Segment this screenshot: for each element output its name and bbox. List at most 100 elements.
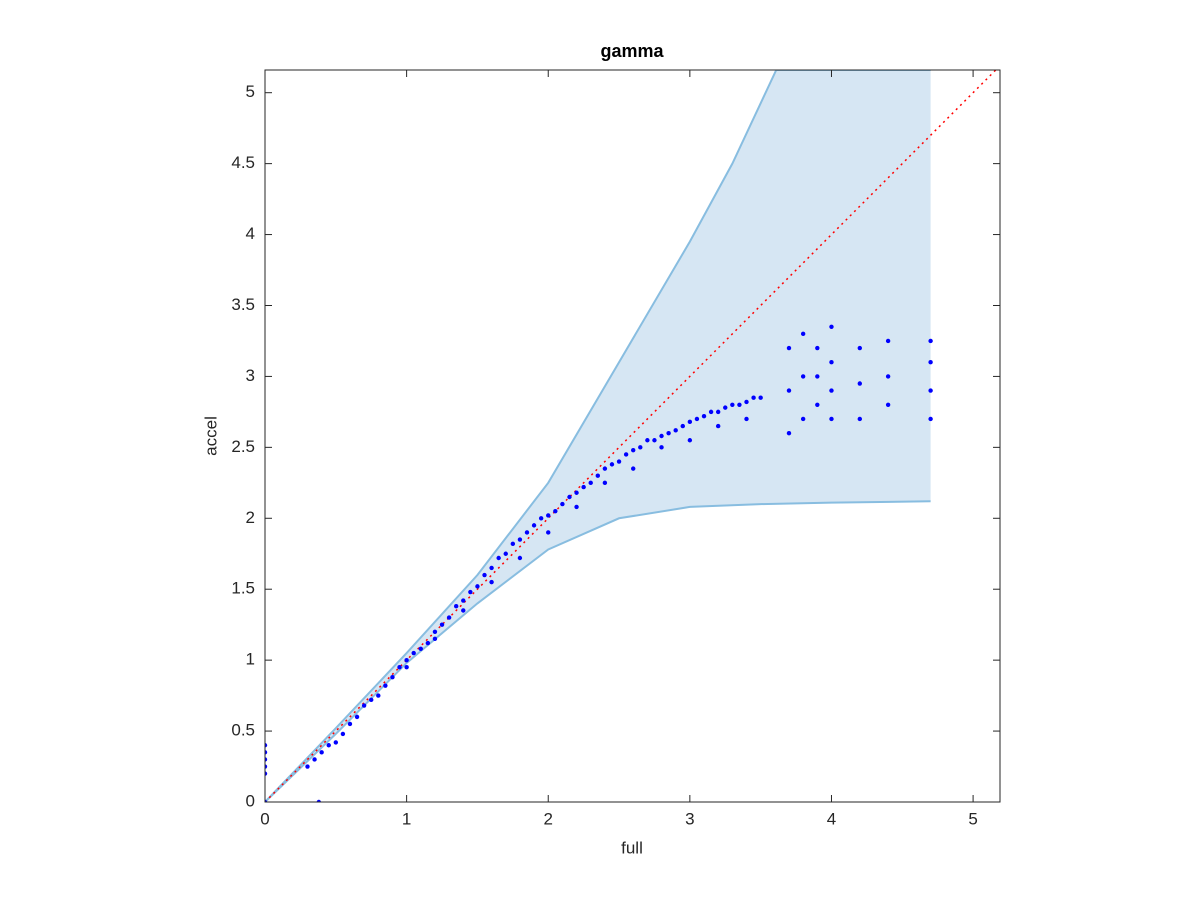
scatter-point (928, 360, 933, 365)
band-upper-edge (265, 70, 931, 802)
scatter-point (418, 646, 423, 651)
y-tick-label: 4.5 (231, 153, 255, 172)
scatter-point (581, 484, 586, 490)
scatter-point (432, 629, 438, 634)
scatter-point (786, 430, 792, 436)
scatter-point (383, 683, 388, 688)
scatter-point (715, 409, 721, 415)
scatter-point (730, 402, 735, 407)
scatter-point (666, 430, 671, 436)
scatter-point (694, 416, 700, 422)
scatter-point (928, 338, 933, 344)
scatter-point (595, 473, 601, 478)
scatter-point (786, 388, 792, 393)
y-tick-label: 1 (246, 650, 255, 669)
scatter-point (588, 480, 593, 486)
y-tick-label: 1.5 (231, 579, 255, 598)
scatter-point (928, 416, 933, 422)
scatter-point (800, 331, 806, 337)
x-tick-label: 3 (685, 809, 694, 828)
y-tick-label: 2.5 (231, 437, 255, 456)
scatter-point (503, 551, 508, 556)
scatter-point (857, 345, 862, 351)
scatter-point (546, 513, 551, 518)
scatter-point (928, 388, 933, 393)
scatter-point (885, 402, 891, 407)
scatter-point (737, 402, 742, 407)
scatter-point (687, 438, 693, 443)
scatter-point (265, 764, 268, 769)
scatter-point (390, 674, 395, 680)
scatter-point (524, 530, 530, 535)
scatter-point (553, 508, 558, 514)
scatter-point (333, 740, 339, 745)
y-tick-label: 5 (246, 82, 255, 101)
scatter-point (815, 345, 820, 351)
y-tick-label: 3 (246, 366, 255, 385)
scatter-point (645, 438, 650, 443)
scatter-point (546, 530, 551, 535)
x-tick-label: 5 (968, 809, 977, 828)
scatter-point (265, 771, 268, 776)
scatter-point (631, 466, 636, 471)
scatter-point (354, 714, 360, 720)
x-tick-label: 1 (402, 809, 411, 828)
y-tick-label: 4 (246, 224, 255, 243)
scatter-point (411, 650, 416, 656)
scatter-point (316, 799, 322, 802)
scatter-point (857, 381, 862, 386)
scatter-point (404, 657, 409, 663)
scatter-point (265, 757, 268, 762)
scatter-point (602, 466, 608, 471)
scatter-point (701, 413, 707, 419)
scatter-point (446, 615, 452, 620)
scatter-point (312, 757, 317, 762)
scatter-point (602, 480, 608, 486)
y-tick-label: 0 (246, 791, 255, 810)
scatter-point (744, 399, 749, 405)
plot-area (265, 70, 997, 802)
scatter-point (829, 416, 834, 422)
x-tick-label: 0 (260, 809, 269, 828)
scatter-point (623, 452, 629, 457)
scatter-point (567, 494, 572, 500)
scatter-point (517, 537, 523, 542)
scatter-point (461, 608, 466, 613)
scatter-point (708, 409, 714, 415)
scatter-point (574, 490, 579, 495)
scatter-point (468, 589, 473, 595)
scatter-point (482, 572, 487, 578)
scatter-point (531, 523, 537, 528)
scatter-point (305, 764, 310, 769)
scatter-point (326, 743, 331, 748)
scatter-point (376, 693, 381, 698)
scatter-point (475, 584, 480, 589)
scatter-point (369, 697, 374, 703)
x-axis-label: full (621, 838, 643, 857)
axes-box (264, 69, 1001, 803)
scatter-point (453, 604, 459, 609)
scatter-point (265, 799, 268, 802)
scatter-point (609, 462, 615, 467)
scatter-point (510, 541, 516, 547)
scatter-point (786, 345, 792, 351)
scatter-point (857, 416, 862, 422)
scatter-point (659, 445, 664, 450)
scatter-point (885, 338, 891, 344)
y-axis-label: accel (201, 416, 220, 456)
scatter-point (538, 516, 544, 521)
scatter-point (432, 636, 438, 642)
scatter-point (687, 419, 693, 425)
scatter-point (638, 445, 643, 450)
x-tick-label: 4 (827, 809, 836, 828)
scatter-point (347, 721, 353, 727)
scatter-point (673, 428, 678, 433)
scatter-point (496, 555, 501, 561)
scatter-point (815, 374, 820, 379)
scatter-point (800, 374, 806, 379)
scatter-point (758, 395, 763, 400)
band-lower-edge (265, 500, 931, 802)
scatter-point (319, 750, 324, 755)
y-tick-label: 2 (246, 508, 255, 527)
